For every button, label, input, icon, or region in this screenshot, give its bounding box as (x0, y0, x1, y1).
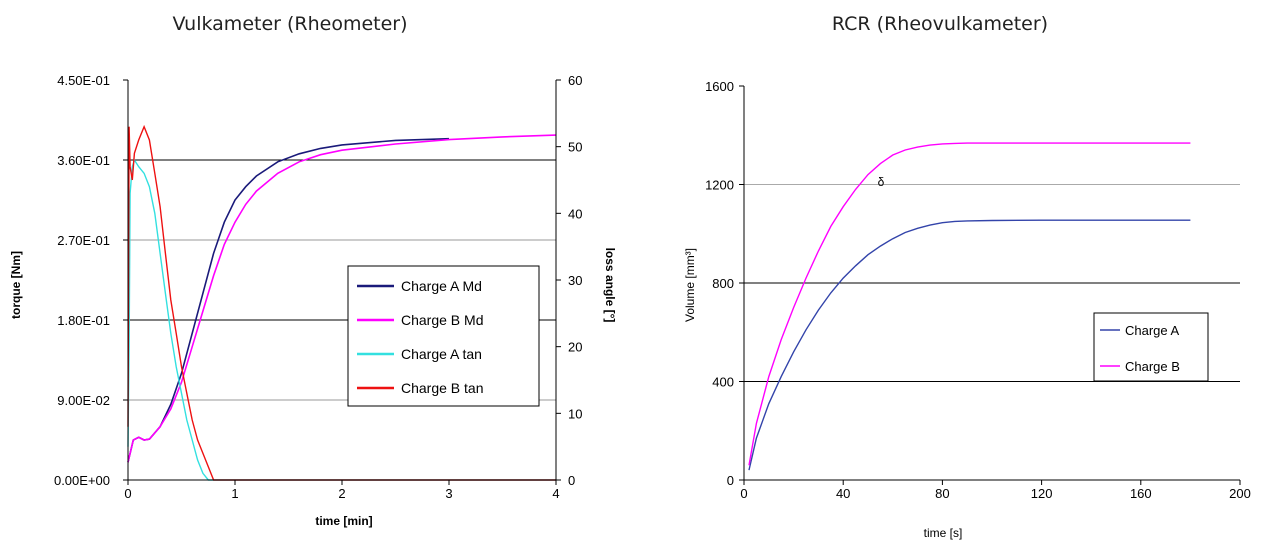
y-tick-label: 4.50E-01 (57, 73, 110, 88)
series-line-charge-b (748, 142, 1191, 466)
y2-tick-label: 20 (568, 340, 582, 355)
x-tick-label: 3 (445, 486, 452, 501)
y-axis-label: torque [Nm] (9, 251, 23, 319)
legend-box (347, 265, 540, 407)
y-tick-label: 1200 (705, 178, 734, 193)
y-tick-label: 0.00E+00 (54, 473, 110, 488)
y2-tick-label: 0 (568, 473, 575, 488)
x-tick-label: 120 (1031, 486, 1053, 501)
y2-tick-label: 30 (568, 273, 582, 288)
vulkameter-chart: Vulkameter (Rheometer) 0 1 2 3 4 0.00E+00 9.00… (9, 13, 617, 528)
y-tick-label: 3.60E-01 (57, 153, 110, 168)
series-line-charge-b-md (127, 134, 557, 463)
y-tick-label: 0 (727, 473, 734, 488)
y-tick-label: 400 (712, 375, 734, 390)
y-tick-label: 2.70E-01 (57, 233, 110, 248)
rcr-chart: RCR (Rheovulkameter) 0 40 80 120 160 200 0 400 8… (683, 13, 1251, 540)
x-tick-label: 0 (740, 486, 747, 501)
x-tick-label: 1 (231, 486, 238, 501)
y-tick-label: 1600 (705, 79, 734, 94)
y-tick-label: 1.80E-01 (57, 313, 110, 328)
y2-tick-label: 10 (568, 406, 582, 421)
legend: Charge A Md Charge B Md Charge A tan Charge… (347, 265, 540, 407)
chart-title: RCR (Rheovulkameter) (832, 13, 1048, 35)
y2-tick-label: 50 (568, 140, 582, 155)
chart-title: Vulkameter (Rheometer) (172, 13, 407, 35)
x-axis-label: time [min] (315, 514, 372, 528)
x-tick-label: 80 (935, 486, 949, 501)
series-line-charge-b-tan (127, 124, 556, 481)
series-line-charge-a (748, 219, 1191, 471)
annotation: δ (878, 175, 885, 189)
x-tick-label: 200 (1229, 486, 1251, 501)
x-tick-label: 4 (552, 486, 559, 501)
legend-label: Charge B tan (401, 380, 484, 396)
legend: Charge A Charge B (1093, 312, 1209, 382)
legend-label: Charge B Md (401, 312, 483, 328)
legend-label: Charge A tan (401, 346, 482, 362)
y2-tick-label: 40 (568, 206, 582, 221)
y-tick-label: 9.00E-02 (57, 393, 110, 408)
y-axis-label: Volume [mm³] (683, 248, 697, 322)
x-tick-label: 2 (338, 486, 345, 501)
legend-label: Charge A Md (401, 278, 482, 294)
legend-label: Charge A (1125, 323, 1180, 338)
x-axis-label: time [s] (924, 526, 963, 540)
y-tick-label: 800 (712, 276, 734, 291)
y2-tick-label: 60 (568, 73, 582, 88)
x-tick-label: 0 (124, 486, 131, 501)
x-tick-label: 40 (836, 486, 850, 501)
legend-label: Charge B (1125, 359, 1180, 374)
x-tick-label: 160 (1130, 486, 1152, 501)
legend-box (1093, 312, 1209, 382)
y2-axis-label: loss angle [°] (603, 248, 617, 323)
